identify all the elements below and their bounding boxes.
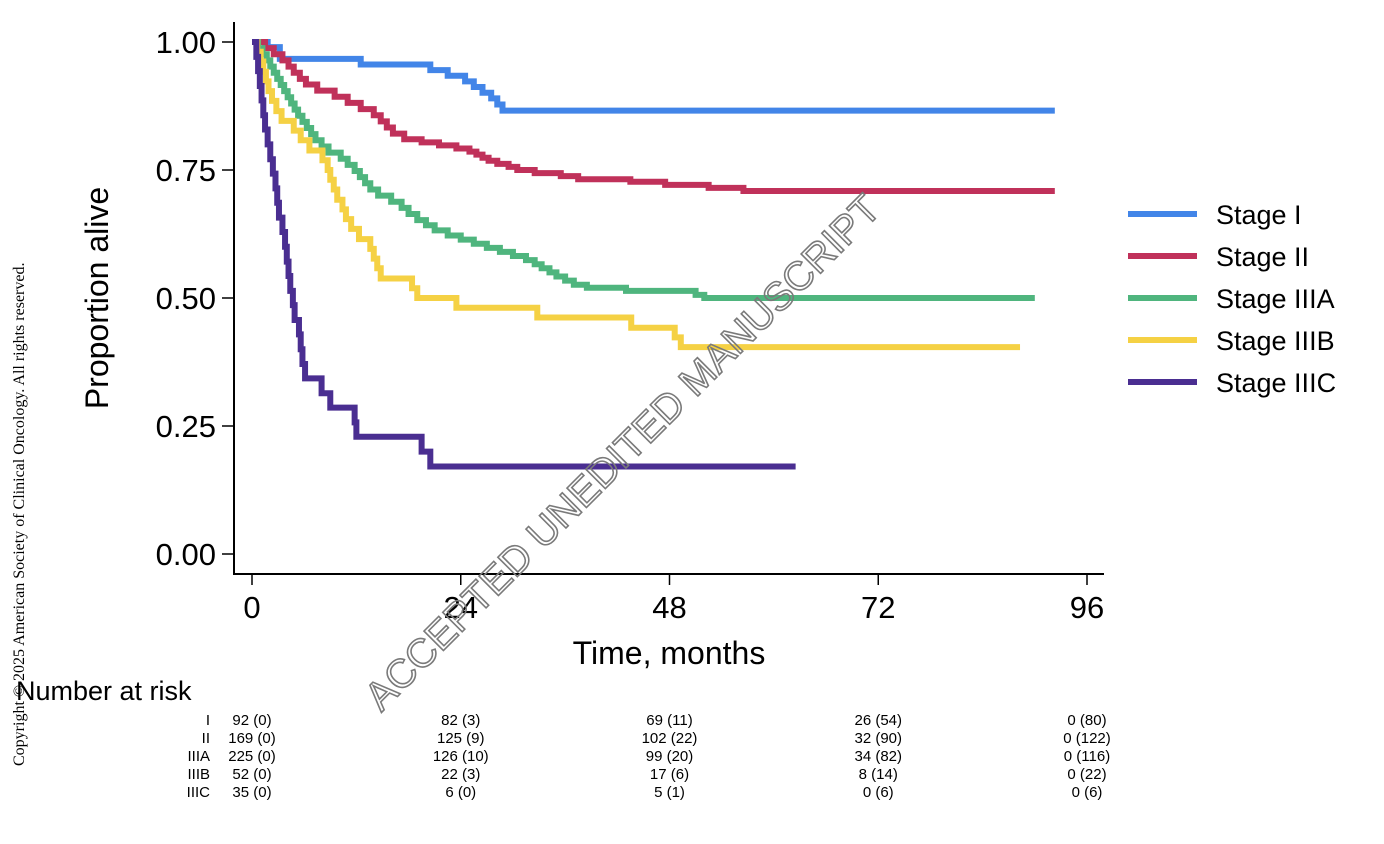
survival-curve-stage-iiia [252, 39, 1035, 301]
x-axis-label: Time, months [573, 635, 766, 671]
survival-curve-stage-i [252, 39, 1055, 114]
number-at-risk-title: Number at risk [16, 676, 192, 706]
x-tick-label: 24 [444, 590, 478, 625]
risk-row-label: IIIA [187, 748, 210, 765]
risk-cell: 22 (3) [441, 766, 481, 783]
risk-cell: 6 (0) [445, 784, 477, 801]
legend-label: Stage IIIB [1216, 326, 1335, 356]
risk-cell: 102 (22) [641, 730, 698, 747]
risk-cell: 0 (80) [1067, 712, 1107, 729]
y-axis-label: Proportion alive [79, 187, 115, 409]
y-tick-label: 1.00 [156, 25, 216, 60]
survival-curve-stage-iiib [252, 39, 1021, 351]
risk-row-label: IIIC [186, 784, 210, 801]
risk-row-label: IIIB [187, 766, 210, 783]
survival-curve-stage-ii [252, 39, 1055, 194]
risk-cell: 82 (3) [441, 712, 481, 729]
risk-cell: 32 (90) [854, 730, 903, 747]
survival-curve-stage-iiic [252, 39, 796, 470]
risk-cell: 8 (14) [858, 766, 898, 783]
risk-cell: 99 (20) [645, 748, 694, 765]
y-tick-label: 0.00 [156, 537, 216, 572]
risk-cell: 0 (6) [862, 784, 894, 801]
y-tick-label: 0.25 [156, 409, 216, 444]
risk-row-label: I [205, 712, 210, 729]
y-tick-label: 0.50 [156, 281, 216, 316]
legend-label: Stage IIIA [1216, 284, 1335, 314]
axes: 0.00 0.25 0.50 0.75 1.00 0 24 48 72 96 [156, 22, 1104, 625]
risk-cell: 225 (0) [228, 748, 276, 765]
risk-cell: 34 (82) [854, 748, 903, 765]
x-tick-label: 0 [243, 590, 260, 625]
legend-label: Stage IIIC [1216, 368, 1336, 398]
survival-curves [252, 39, 1055, 470]
y-tick-label: 0.75 [156, 153, 216, 188]
risk-cell: 5 (1) [654, 784, 685, 801]
legend: Stage I Stage II Stage IIIA Stage IIIB Stage… [1128, 200, 1336, 398]
legend-label: Stage II [1216, 242, 1309, 272]
x-tick-label: 96 [1070, 590, 1104, 625]
risk-cell: 17 (6) [649, 766, 690, 783]
risk-cell: 69 (11) [646, 712, 693, 729]
x-tick-label: 72 [861, 590, 895, 625]
risk-cell: 0 (6) [1071, 784, 1103, 801]
risk-cell: 0 (122) [1063, 730, 1111, 747]
risk-cell: 0 (116) [1063, 748, 1111, 765]
risk-cell: 52 (0) [232, 766, 272, 783]
risk-cell: 125 (9) [436, 730, 485, 747]
risk-cell: 26 (54) [854, 712, 903, 729]
risk-cell: 126 (10) [432, 748, 489, 765]
risk-cell: 35 (0) [232, 784, 272, 801]
legend-label: Stage I [1216, 200, 1302, 230]
risk-cell: 0 (22) [1067, 766, 1107, 783]
risk-cell: 169 (0) [228, 730, 276, 747]
risk-cell: 92 (0) [232, 712, 272, 729]
x-tick-label: 48 [652, 590, 686, 625]
risk-row-label: II [201, 730, 210, 747]
